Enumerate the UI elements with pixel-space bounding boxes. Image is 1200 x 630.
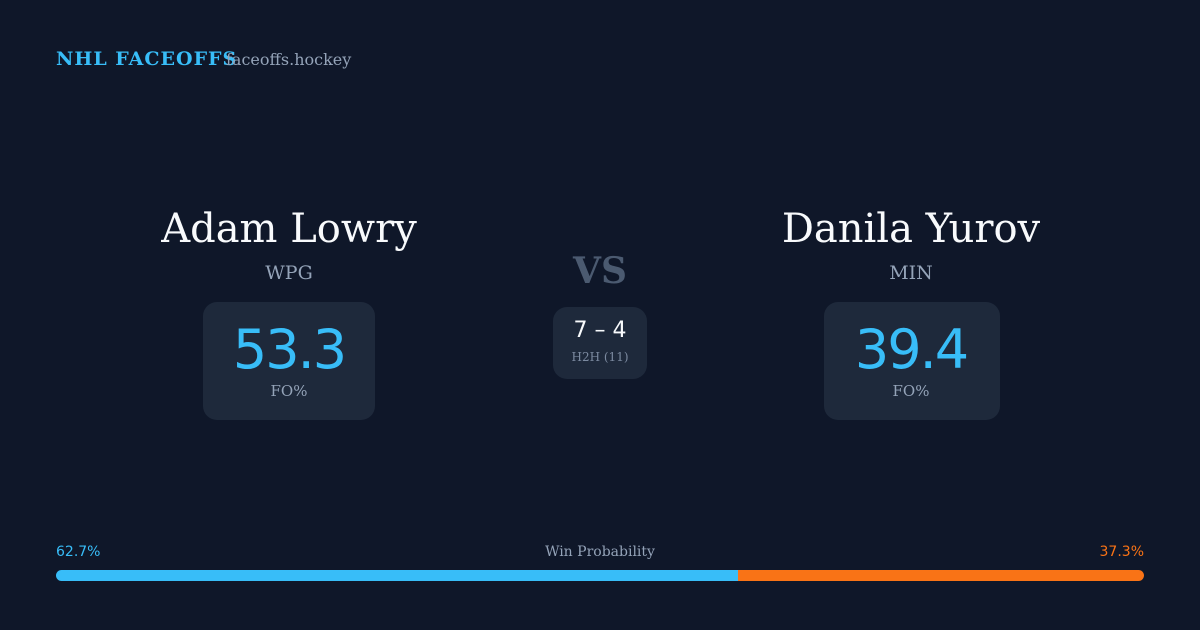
- stat-box: [824, 302, 1000, 420]
- h2h-score: 7 – 4: [573, 318, 627, 343]
- vs: VS: [573, 250, 627, 292]
- away-prob: 37.3%: [1099, 544, 1144, 560]
- h2h-note: H2H (11): [571, 350, 629, 364]
- player-team: WPG: [265, 262, 313, 284]
- home-bar: [56, 570, 739, 581]
- player-name: Adam Lowry: [161, 206, 417, 252]
- h2h-box: [553, 307, 647, 379]
- wp-title: Win Probability: [545, 544, 655, 560]
- fo-value: 39.4: [854, 318, 969, 381]
- fo-value: 53.3: [232, 318, 347, 381]
- fo-label: FO%: [892, 382, 930, 400]
- brand: NHL FACEOFFS: [56, 48, 238, 70]
- player-name: Danila Yurov: [781, 206, 1041, 252]
- player-team: MIN: [889, 262, 933, 284]
- site: faceoffs.hockey: [226, 50, 352, 69]
- home-prob: 62.7%: [56, 544, 101, 560]
- stat-box: [203, 302, 375, 420]
- fo-label: FO%: [270, 382, 308, 400]
- away-bar: [738, 570, 1144, 581]
